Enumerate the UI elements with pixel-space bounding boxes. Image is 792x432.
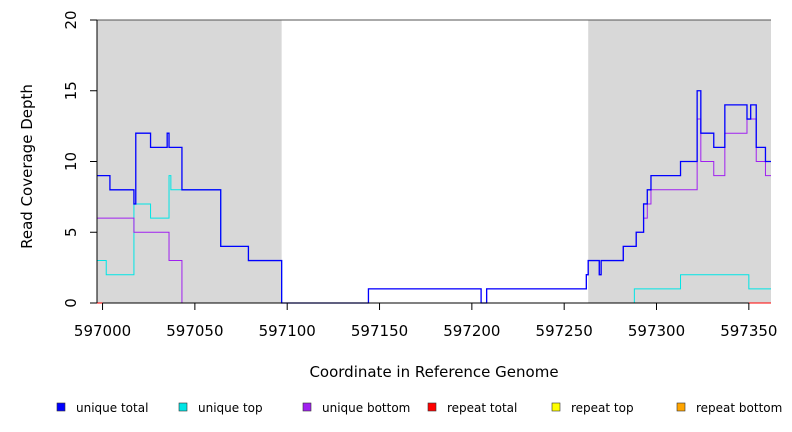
x-tick-label: 597050: [166, 322, 223, 340]
x-axis-label: Coordinate in Reference Genome: [309, 363, 558, 381]
y-tick-label: 5: [62, 227, 80, 237]
legend-label: unique top: [198, 401, 263, 415]
legend-label: repeat top: [571, 401, 634, 415]
legend-label: unique bottom: [322, 401, 410, 415]
y-tick-label: 10: [62, 152, 80, 171]
legend-swatch: [178, 402, 188, 412]
legend-item: repeat total: [427, 401, 517, 415]
legend-label: unique total: [76, 401, 148, 415]
x-tick-label: 597350: [720, 322, 777, 340]
x-tick-label: 597150: [351, 322, 408, 340]
legend-item: repeat top: [551, 401, 634, 415]
y-tick-label: 15: [62, 81, 80, 100]
legend-swatch: [676, 402, 686, 412]
legend-item: unique top: [178, 401, 263, 415]
legend-swatch: [427, 402, 437, 412]
legend-swatch: [56, 402, 66, 412]
x-tick-label: 597200: [443, 322, 500, 340]
legend-item: repeat bottom: [676, 401, 782, 415]
y-tick-label: 0: [62, 298, 80, 308]
legend: unique total unique top unique bottom repea…: [56, 401, 782, 415]
legend-swatch: [302, 402, 312, 412]
legend-item: unique total: [56, 401, 148, 415]
x-tick-label: 597300: [628, 322, 685, 340]
legend-label: repeat total: [447, 401, 517, 415]
series-line-unique-total: [97, 90, 771, 304]
y-tick-label: 20: [62, 10, 80, 29]
shaded-region: [97, 20, 282, 303]
y-axis: 0 5 10 15 20: [62, 10, 98, 308]
x-axis: 597000 597050 597100 597150 597200 597250 5973…: [74, 302, 777, 340]
y-axis-label: Read Coverage Depth: [18, 84, 36, 249]
shaded-region: [588, 20, 771, 303]
shaded-regions: [97, 20, 771, 303]
x-tick-label: 597250: [536, 322, 593, 340]
legend-label: repeat bottom: [696, 401, 782, 415]
legend-swatch: [551, 402, 561, 412]
x-tick-label: 597000: [74, 322, 131, 340]
x-tick-label: 597100: [259, 322, 316, 340]
legend-item: unique bottom: [302, 401, 410, 415]
